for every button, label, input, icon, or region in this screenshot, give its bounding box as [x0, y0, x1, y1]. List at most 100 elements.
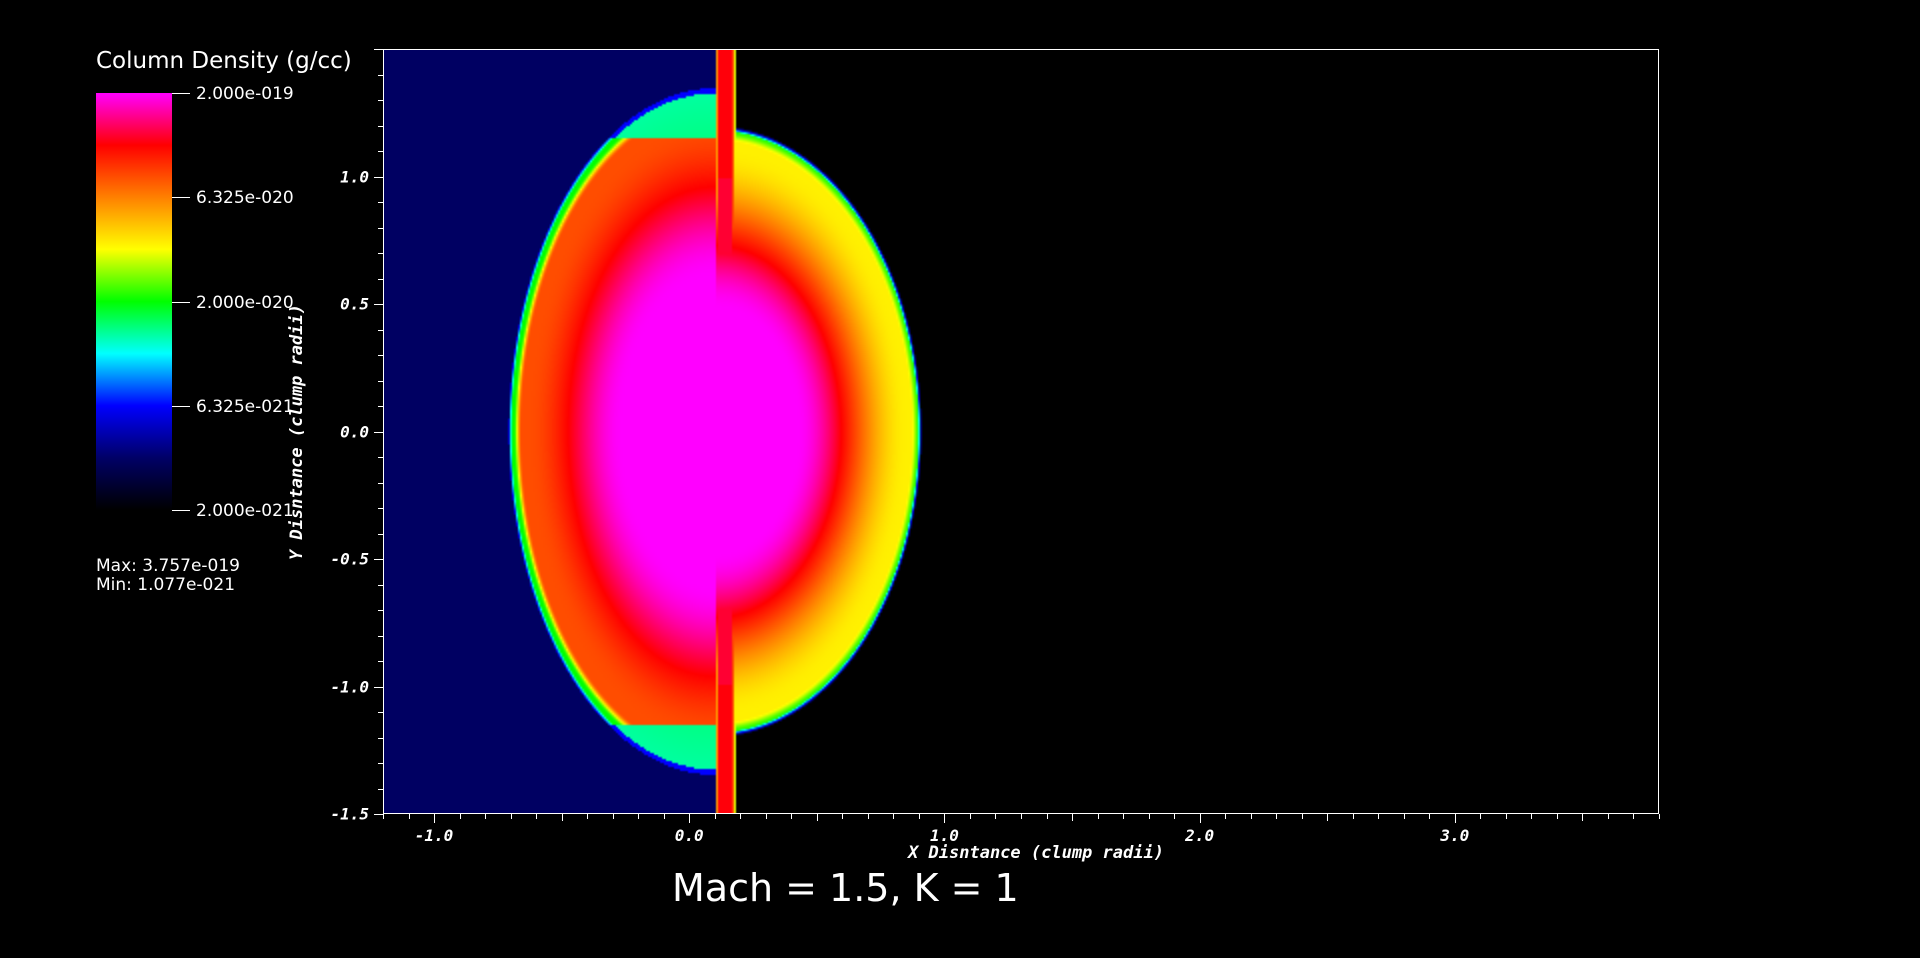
- colorbar-tick-label: 6.325e-020: [196, 188, 294, 209]
- y-tick: [374, 176, 383, 178]
- x-tick-label: 2.0: [1185, 826, 1215, 845]
- x-tick: [918, 814, 920, 819]
- x-tick: [1046, 814, 1048, 819]
- y-tick: [378, 406, 383, 407]
- y-tick: [378, 712, 383, 713]
- y-tick-label: -0.5: [330, 549, 369, 569]
- x-tick: [816, 814, 818, 821]
- x-tick: [765, 814, 767, 819]
- y-tick: [378, 74, 383, 76]
- min-value: Min: 1.077e-021: [96, 575, 236, 595]
- y-tick: [374, 304, 383, 305]
- x-tick: [714, 814, 716, 819]
- x-tick: [689, 814, 691, 823]
- x-tick: [1276, 814, 1278, 819]
- x-tick: [1429, 814, 1431, 819]
- x-axis-label: X Disntance (clump radii): [908, 843, 1164, 863]
- x-tick: [1327, 814, 1329, 821]
- y-tick: [378, 380, 383, 382]
- x-tick: [1021, 814, 1022, 819]
- x-tick: [1148, 814, 1150, 819]
- colorbar-tick: [172, 301, 190, 303]
- colorbar-tick-label: 2.000e-019: [196, 84, 294, 104]
- x-tick: [434, 814, 436, 823]
- y-tick: [378, 788, 383, 790]
- y-tick-label: -1.0: [330, 677, 369, 696]
- x-tick: [1123, 814, 1125, 819]
- x-tick-label: 0.0: [674, 826, 704, 845]
- y-tick: [378, 737, 383, 739]
- colorbar-tick: [172, 405, 190, 407]
- y-tick: [378, 610, 383, 611]
- density-heatmap: [384, 50, 1658, 813]
- y-tick: [378, 100, 383, 101]
- x-tick: [638, 814, 640, 819]
- x-tick: [1301, 814, 1303, 819]
- y-tick-label: 1.0: [340, 167, 369, 186]
- y-tick: [374, 49, 383, 50]
- colorbar-title: Column Density (g/cc): [96, 48, 352, 74]
- x-tick: [459, 814, 461, 819]
- x-tick: [740, 814, 742, 819]
- x-tick: [1097, 814, 1099, 819]
- y-tick: [378, 763, 383, 764]
- x-tick: [1582, 814, 1584, 821]
- y-tick: [378, 202, 383, 203]
- y-tick: [378, 278, 383, 280]
- plot-frame: [383, 49, 1659, 814]
- y-tick: [378, 482, 383, 484]
- y-tick: [378, 151, 383, 152]
- x-tick: [995, 814, 997, 819]
- x-tick: [1531, 814, 1533, 819]
- x-tick: [842, 814, 844, 819]
- y-tick: [378, 508, 383, 509]
- x-tick: [791, 814, 793, 819]
- max-value: Max: 3.757e-019: [96, 556, 240, 576]
- colorbar-tick-label: 2.000e-021: [196, 501, 294, 521]
- x-tick: [510, 814, 512, 819]
- x-tick: [1250, 814, 1252, 819]
- x-tick: [1659, 814, 1660, 819]
- y-tick: [378, 457, 383, 458]
- x-tick: [1199, 814, 1201, 823]
- y-tick-label: -1.5: [330, 804, 369, 824]
- colorbar-tick: [172, 510, 190, 511]
- y-tick: [378, 355, 383, 356]
- x-tick: [663, 814, 665, 819]
- x-tick: [1174, 814, 1176, 819]
- x-tick: [1480, 814, 1482, 819]
- y-tick: [378, 227, 383, 229]
- x-tick: [1633, 814, 1635, 819]
- y-tick: [378, 661, 383, 662]
- y-tick: [374, 814, 383, 815]
- x-tick-label: 3.0: [1440, 826, 1470, 845]
- x-tick: [536, 814, 538, 819]
- y-tick: [378, 329, 383, 331]
- plot-caption: Mach = 1.5, K = 1: [672, 866, 1019, 910]
- x-tick: [1072, 814, 1074, 821]
- y-tick-label: 0.5: [340, 294, 369, 314]
- x-tick: [408, 814, 410, 819]
- y-tick: [374, 559, 383, 560]
- x-tick: [893, 814, 895, 819]
- x-tick: [561, 814, 563, 821]
- y-tick: [374, 686, 383, 688]
- colorbar-tick: [172, 93, 190, 94]
- x-tick: [1505, 814, 1507, 819]
- x-tick: [1556, 814, 1558, 819]
- x-tick: [1378, 814, 1380, 819]
- colorbar-tick: [172, 197, 190, 199]
- y-tick: [378, 125, 383, 127]
- x-tick: [1607, 814, 1609, 819]
- x-tick: [612, 814, 614, 819]
- x-tick: [867, 814, 869, 819]
- x-tick: [1225, 814, 1227, 819]
- x-tick-label: 1.0: [929, 826, 959, 845]
- y-tick: [378, 635, 383, 637]
- colorbar: [96, 93, 172, 510]
- y-tick: [378, 253, 383, 254]
- y-tick: [374, 431, 383, 433]
- x-tick: [1352, 814, 1354, 819]
- x-tick: [383, 814, 384, 819]
- x-tick-label: -1.0: [414, 826, 454, 845]
